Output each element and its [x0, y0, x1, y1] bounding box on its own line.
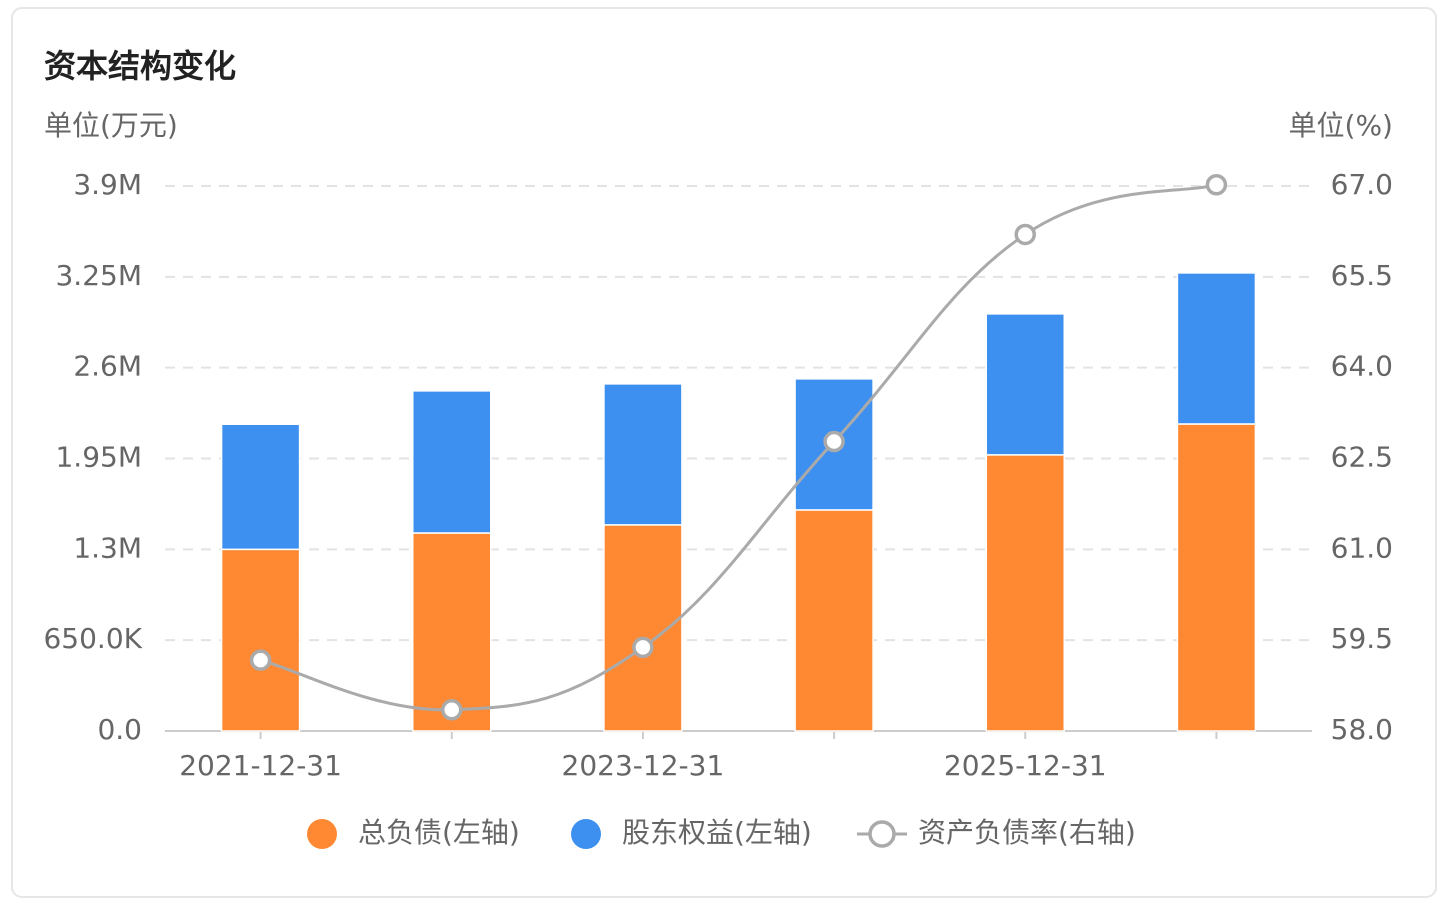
- line: [260, 183, 1217, 712]
- x-tick-label: 2021-12-31: [179, 749, 342, 782]
- bar: [412, 532, 492, 732]
- legend-marker: [571, 819, 601, 849]
- y-tick-label: 3.25M: [55, 259, 142, 292]
- x-tick-label: 2023-12-31: [562, 749, 725, 782]
- line-point: [1014, 223, 1036, 246]
- y-tick-label: 650.0K: [43, 622, 142, 655]
- line-point: [823, 430, 845, 453]
- y2-tick-label: 61.0: [1331, 531, 1393, 564]
- y-tick-label: 0.0: [97, 713, 142, 746]
- y2-tick-label: 62.5: [1331, 441, 1393, 474]
- y2-tick-label: 58.0: [1331, 713, 1393, 746]
- legend-label: 股东权益(左轴): [622, 816, 812, 849]
- bar: [1176, 423, 1257, 732]
- bar: [1176, 272, 1257, 425]
- y2-tick-label: 64.0: [1331, 350, 1393, 383]
- y2-axis-label: 单位(%): [1289, 109, 1393, 142]
- legend-marker: [307, 819, 337, 849]
- bar: [412, 390, 492, 534]
- chart-title: 资本结构变化: [44, 47, 236, 85]
- line-point: [1205, 174, 1228, 196]
- legend-marker: [868, 820, 896, 848]
- bar: [220, 423, 301, 551]
- bar: [603, 383, 683, 526]
- y2-tick-label: 67.0: [1331, 168, 1393, 201]
- x-tick-label: 2025-12-31: [944, 749, 1107, 782]
- legend-label: 总负债(左轴): [358, 816, 520, 849]
- legend-label: 资产负债率(右轴): [918, 816, 1136, 849]
- line-point: [632, 636, 654, 659]
- y-tick-label: 1.95M: [55, 441, 142, 474]
- y-tick-label: 1.3M: [73, 531, 142, 564]
- y2-tick-label: 59.5: [1331, 622, 1393, 655]
- card: [11, 7, 1437, 898]
- line-point: [249, 649, 272, 671]
- bar: [985, 313, 1065, 456]
- bar: [794, 509, 874, 732]
- y-tick-label: 3.9M: [73, 168, 142, 201]
- y-tick-label: 2.6M: [73, 350, 142, 383]
- bar: [220, 548, 301, 732]
- bar: [794, 378, 874, 511]
- y2-tick-label: 65.5: [1331, 259, 1393, 292]
- bar: [985, 454, 1065, 732]
- y-axis-label: 单位(万元): [44, 109, 178, 142]
- line-point: [441, 699, 463, 721]
